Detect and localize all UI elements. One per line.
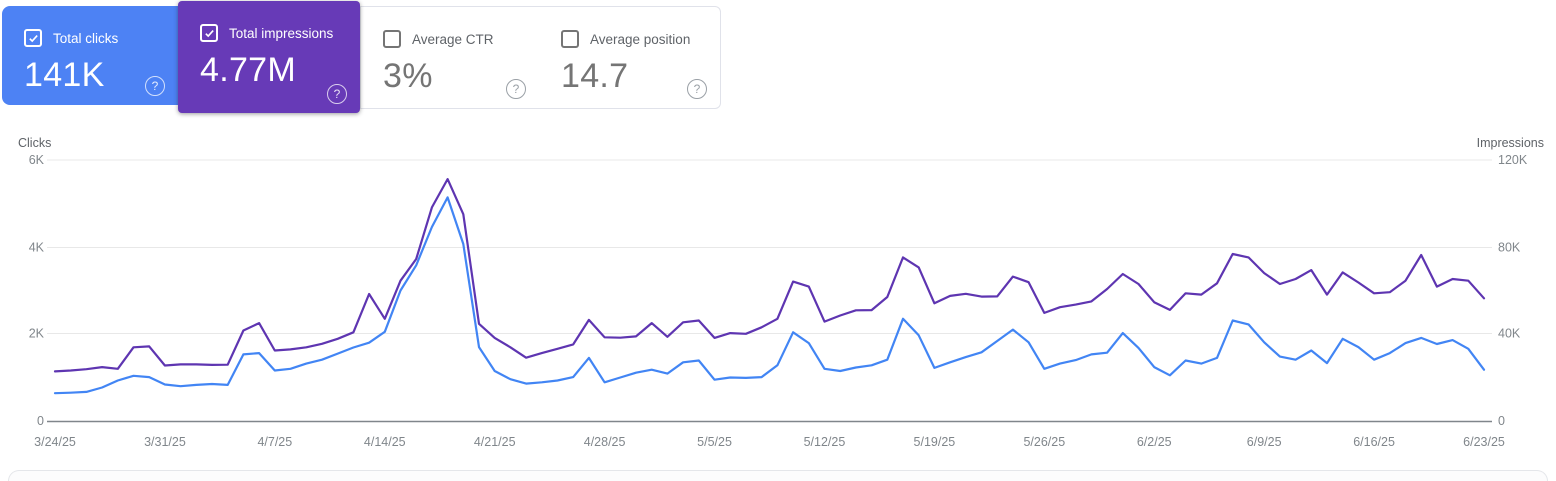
average-position-value: 14.7	[561, 57, 629, 95]
next-panel-top-edge	[8, 470, 1548, 481]
metric-card-total-impressions[interactable]: Total impressions 4.77M ?	[178, 1, 360, 113]
average-ctr-checkbox[interactable]	[383, 30, 401, 48]
average-position-checkbox[interactable]	[561, 30, 579, 48]
x-axis-label: 4/14/25	[364, 435, 406, 449]
x-axis-label: 6/16/25	[1353, 435, 1395, 449]
y-axis-label-right: 120K	[1498, 153, 1528, 167]
metric-card-total-clicks[interactable]: Total clicks 141K ?	[2, 6, 178, 105]
total-clicks-checkbox[interactable]	[24, 29, 42, 47]
card-label: Average CTR	[412, 31, 494, 47]
x-axis-label: 3/31/25	[144, 435, 186, 449]
card-label: Total impressions	[229, 25, 334, 41]
x-axis-label: 5/19/25	[914, 435, 956, 449]
total-impressions-checkbox[interactable]	[200, 24, 218, 42]
x-axis-label: 5/26/25	[1023, 435, 1065, 449]
card-header: Average CTR	[361, 7, 539, 48]
right-axis-title: Impressions	[1476, 136, 1544, 150]
card-header: Total impressions	[178, 1, 360, 42]
help-icon[interactable]: ?	[506, 79, 526, 99]
x-axis-label: 6/23/25	[1463, 435, 1505, 449]
x-axis-label: 4/7/25	[257, 435, 292, 449]
total-clicks-value: 141K	[24, 56, 105, 94]
card-label: Average position	[590, 31, 691, 47]
y-axis-label-left: 6K	[29, 153, 45, 167]
help-icon[interactable]: ?	[145, 76, 165, 96]
metric-card-average-position[interactable]: Average position 14.7 ?	[539, 6, 721, 109]
y-axis-label-left: 0	[37, 414, 44, 428]
y-axis-label-right: 40K	[1498, 327, 1521, 341]
card-label: Total clicks	[53, 30, 119, 46]
x-axis-label: 5/5/25	[697, 435, 732, 449]
average-ctr-value: 3%	[383, 57, 433, 95]
metric-card-average-ctr[interactable]: Average CTR 3% ?	[360, 6, 540, 109]
x-axis-label: 5/12/25	[804, 435, 846, 449]
total-impressions-value: 4.77M	[200, 51, 296, 89]
y-axis-label-left: 2K	[29, 327, 45, 341]
help-icon[interactable]: ?	[327, 84, 347, 104]
y-axis-label-right: 0	[1498, 414, 1505, 428]
x-axis-label: 4/28/25	[584, 435, 626, 449]
clicks-line-series[interactable]	[53, 196, 1486, 395]
x-axis-label: 6/9/25	[1247, 435, 1282, 449]
x-axis-label: 6/2/25	[1137, 435, 1172, 449]
left-axis-title: Clicks	[18, 136, 52, 150]
check-icon	[204, 29, 214, 37]
y-axis-label-left: 4K	[29, 241, 45, 255]
x-axis-label: 4/21/25	[474, 435, 516, 449]
card-header: Total clicks	[2, 6, 178, 47]
y-axis-label-right: 80K	[1498, 241, 1521, 255]
x-axis-label: 3/24/25	[34, 435, 76, 449]
help-icon[interactable]: ?	[687, 79, 707, 99]
check-icon	[28, 34, 38, 42]
impressions-line-series[interactable]	[53, 178, 1486, 373]
card-header: Average position	[539, 7, 720, 48]
